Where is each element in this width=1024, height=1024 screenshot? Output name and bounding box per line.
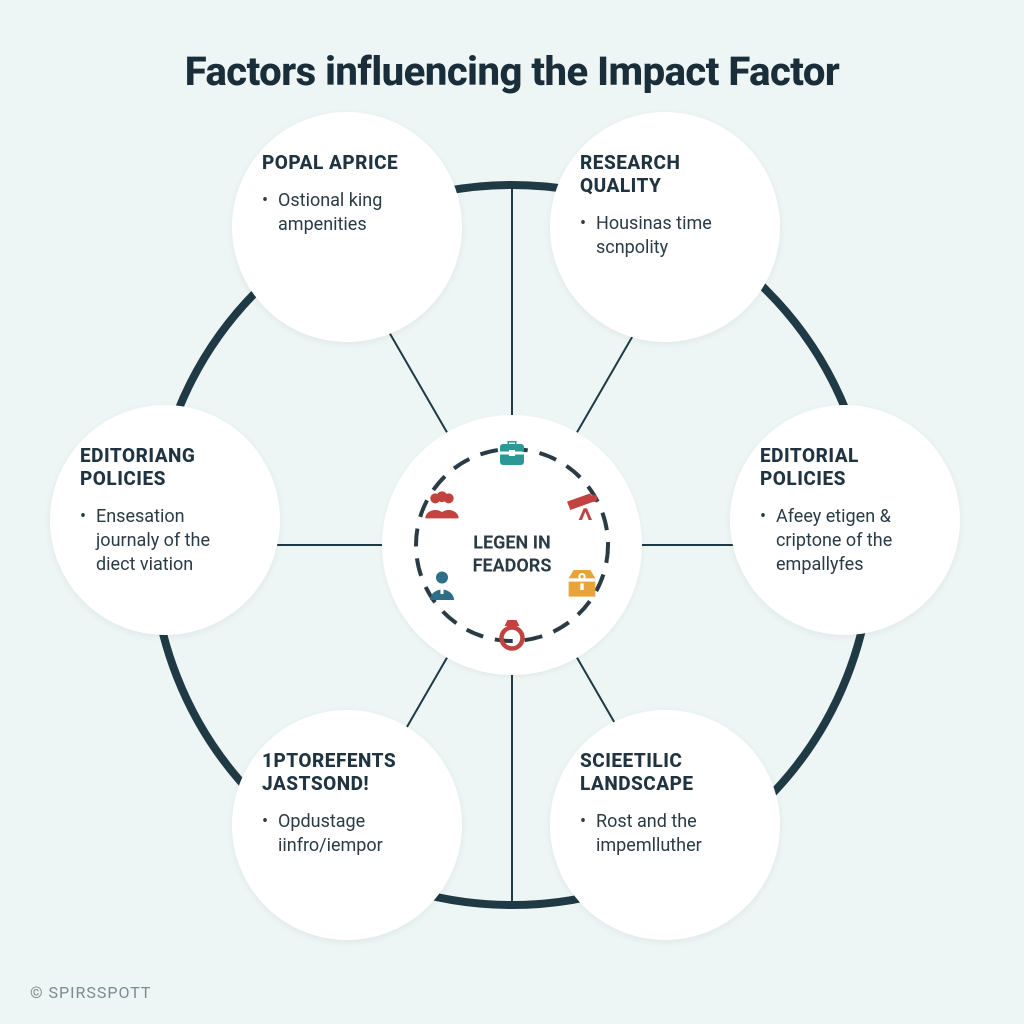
factor-scieetilic-landscape: SCIEETILIC LANDSCAPE Rost and the impeml… bbox=[550, 710, 780, 940]
factor-bullet: Afeey etigen & criptone of the empallyfe… bbox=[760, 505, 930, 578]
factor-title: SCIEETILIC LANDSCAPE bbox=[580, 750, 750, 796]
factor-bullet: Housinas time scnpolity bbox=[580, 212, 750, 261]
factor-title: EDITORIANG POLICIES bbox=[80, 445, 250, 491]
center-hub: LEGEN IN FEADORS bbox=[382, 415, 642, 675]
factor-bullet: Rost and the impemlluther bbox=[580, 810, 750, 859]
factor-title: POPAL APRICE bbox=[262, 152, 432, 175]
factor-bullet: Opdustage iinfro/iempor bbox=[262, 810, 432, 859]
factor-research-quality: RESEARCH QUALITY Housinas time scnpolity bbox=[550, 112, 780, 342]
telescope-icon bbox=[562, 485, 602, 525]
ring-icon bbox=[492, 615, 532, 655]
factor-title: RESEARCH QUALITY bbox=[580, 152, 750, 198]
credit-text: © SPIRSSPOTT bbox=[30, 983, 151, 1002]
radial-diagram: POPAL APRICE Ostional king ampenities RE… bbox=[62, 130, 962, 960]
chest-icon bbox=[562, 565, 602, 605]
factor-ptorefents: 1PTOREFENTS JASTSOND! Opdustage iinfro/i… bbox=[232, 710, 462, 940]
page-title: Factors influencing the Impact Factor bbox=[0, 48, 1024, 95]
factor-bullet: Ostional king ampenities bbox=[262, 189, 432, 238]
center-label: LEGEN IN FEADORS bbox=[473, 533, 552, 578]
factor-editorial-policies: EDITORIAL POLICIES Afeey etigen & cripto… bbox=[730, 405, 960, 635]
factor-editoriang-policies: EDITORIANG POLICIES Ensesation journaly … bbox=[50, 405, 280, 635]
person-icon bbox=[422, 565, 462, 605]
center-label-line2: FEADORS bbox=[473, 555, 552, 576]
factor-title: 1PTOREFENTS JASTSOND! bbox=[262, 750, 432, 796]
factor-bullet: Ensesation journaly of the diect viation bbox=[80, 505, 250, 578]
people-icon bbox=[422, 485, 462, 525]
factor-title: EDITORIAL POLICIES bbox=[760, 445, 930, 491]
factor-popal-aprice: POPAL APRICE Ostional king ampenities bbox=[232, 112, 462, 342]
center-label-line1: LEGEN IN bbox=[473, 533, 550, 554]
bag-icon bbox=[492, 433, 532, 473]
